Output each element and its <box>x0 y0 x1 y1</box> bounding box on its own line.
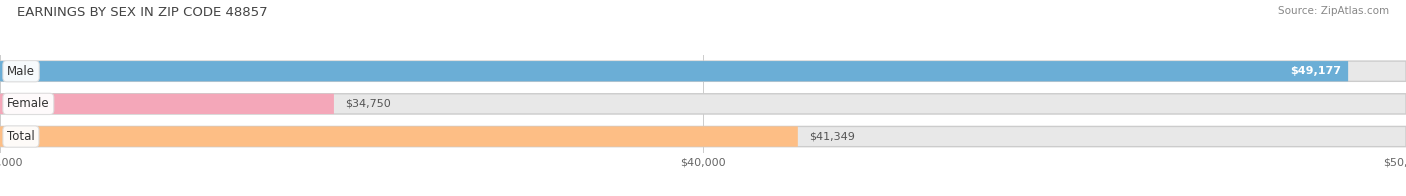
FancyBboxPatch shape <box>0 126 797 147</box>
Text: Source: ZipAtlas.com: Source: ZipAtlas.com <box>1278 6 1389 16</box>
Text: Total: Total <box>7 130 35 143</box>
FancyBboxPatch shape <box>0 94 1406 114</box>
Text: EARNINGS BY SEX IN ZIP CODE 48857: EARNINGS BY SEX IN ZIP CODE 48857 <box>17 6 267 19</box>
FancyBboxPatch shape <box>0 61 1348 81</box>
Text: $34,750: $34,750 <box>346 99 391 109</box>
FancyBboxPatch shape <box>0 94 335 114</box>
Text: $41,349: $41,349 <box>808 132 855 142</box>
Text: Male: Male <box>7 65 35 78</box>
Text: $49,177: $49,177 <box>1291 66 1341 76</box>
Text: Female: Female <box>7 97 49 110</box>
FancyBboxPatch shape <box>0 61 1406 81</box>
FancyBboxPatch shape <box>0 126 1406 147</box>
